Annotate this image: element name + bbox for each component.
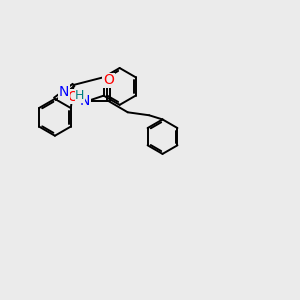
Text: O: O — [103, 74, 114, 88]
Text: N: N — [59, 85, 69, 99]
Text: H: H — [75, 89, 85, 102]
Text: N: N — [80, 94, 90, 108]
Text: O: O — [67, 89, 78, 103]
